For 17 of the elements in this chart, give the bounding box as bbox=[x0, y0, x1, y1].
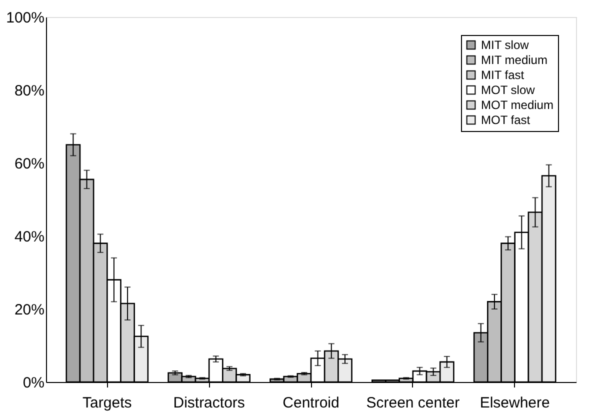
x-tick-label: Distractors bbox=[173, 394, 245, 412]
y-tick-label: 80% bbox=[14, 82, 44, 100]
legend-label: MIT fast bbox=[481, 68, 525, 82]
x-tick-label: Elsewhere bbox=[480, 394, 550, 412]
y-tick-label: 60% bbox=[14, 156, 44, 172]
x-tick-label: Screen center bbox=[366, 394, 460, 412]
y-tick-label: 0% bbox=[22, 374, 44, 392]
legend-label: MOT fast bbox=[481, 113, 531, 127]
x-tick-label: Targets bbox=[82, 394, 132, 412]
legend-label: MIT slow bbox=[481, 38, 530, 52]
x-tick-label: Centroid bbox=[282, 394, 340, 412]
legend-label: MIT medium bbox=[481, 53, 548, 67]
legend-label: MOT medium bbox=[481, 98, 554, 112]
y-tick-label: 40% bbox=[14, 228, 44, 246]
y-tick-label: 20% bbox=[14, 302, 44, 318]
y-tick-label: 100% bbox=[6, 10, 44, 26]
legend-label: MOT slow bbox=[481, 83, 536, 97]
